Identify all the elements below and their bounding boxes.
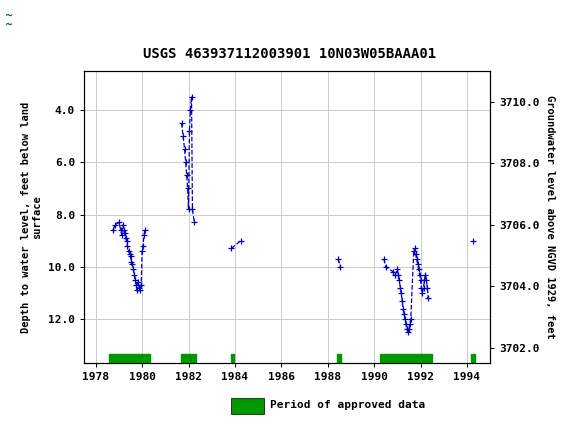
FancyBboxPatch shape (3, 3, 58, 37)
Y-axis label: Groundwater level above NGVD 1929, feet: Groundwater level above NGVD 1929, feet (545, 95, 555, 339)
Text: USGS 463937112003901 10N03W05BAAA01: USGS 463937112003901 10N03W05BAAA01 (143, 47, 437, 61)
Text: ~
~: ~ ~ (5, 11, 13, 29)
FancyBboxPatch shape (231, 398, 264, 414)
Text: USGS: USGS (19, 12, 66, 28)
Text: Period of approved data: Period of approved data (270, 400, 425, 410)
Y-axis label: Depth to water level, feet below land
surface: Depth to water level, feet below land su… (21, 101, 42, 333)
